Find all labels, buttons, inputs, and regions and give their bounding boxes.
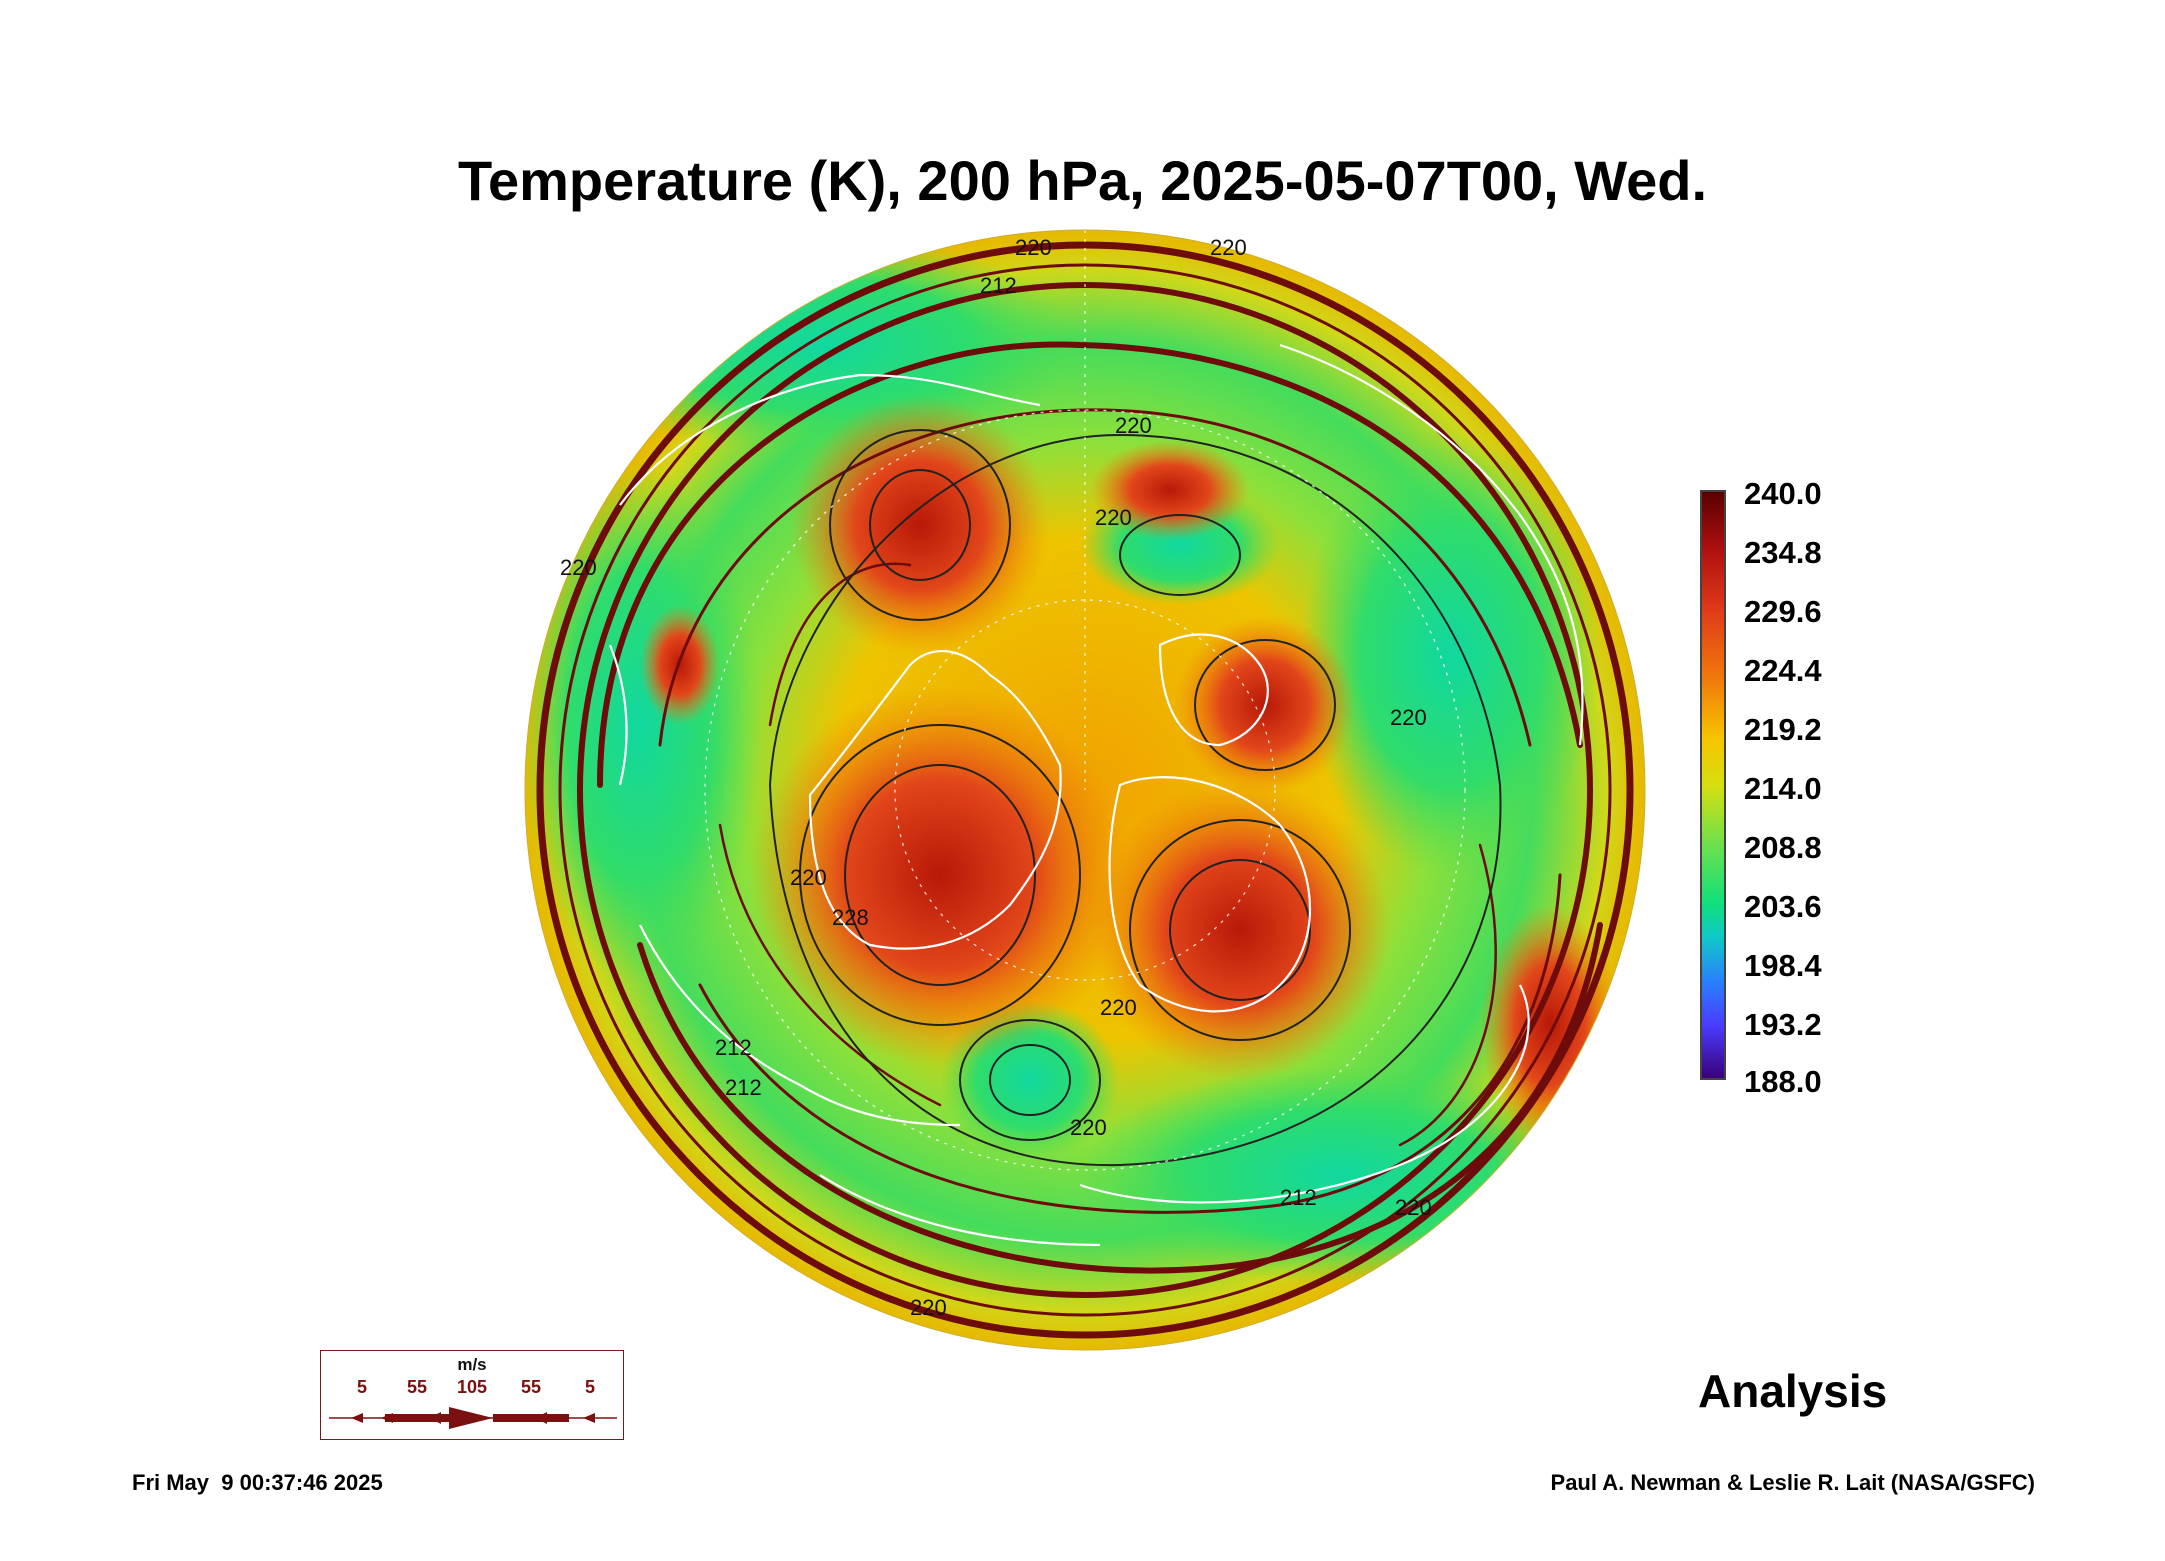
contour-label: 220 xyxy=(1095,505,1132,530)
contour-label: 212 xyxy=(715,1035,752,1060)
contour-label: 220 xyxy=(560,555,597,580)
contour-label: 212 xyxy=(1280,1185,1317,1210)
colorbar-label: 234.8 xyxy=(1744,535,1822,570)
timestamp: Fri May 9 00:37:46 2025 xyxy=(132,1470,383,1495)
coastlines xyxy=(608,343,1584,1247)
contour-label: 220 xyxy=(1210,235,1247,260)
wind-streamlines xyxy=(536,241,1634,1339)
contour-label: 212 xyxy=(725,1075,762,1100)
wind-speed-legend: m/s 5 55 105 55 5 xyxy=(320,1350,624,1440)
contour-label: 212 xyxy=(980,273,1017,298)
colorbar-label: 188.0 xyxy=(1744,1064,1822,1099)
wind-unit-label: m/s xyxy=(457,1355,487,1374)
wind-arrow-scale xyxy=(329,1407,617,1429)
colorbar-label: 229.6 xyxy=(1744,594,1822,629)
colorbar-label: 219.2 xyxy=(1744,712,1822,747)
credit-line: Paul A. Newman & Leslie R. Lait (NASA/GS… xyxy=(1550,1470,2035,1495)
wind-legend-value: 55 xyxy=(407,1377,428,1397)
polar-temperature-map: 220 212 220 220 212 220 228 220 220 220 … xyxy=(524,229,1646,1351)
contour-label: 220 xyxy=(910,1295,947,1320)
colorbar-label: 198.4 xyxy=(1744,948,1822,983)
contour-label: 220 xyxy=(1015,235,1052,260)
warm-region xyxy=(1090,780,1390,1080)
colorbar-label: 203.6 xyxy=(1744,889,1822,924)
contour-label: 220 xyxy=(1390,705,1427,730)
wind-legend-value: 5 xyxy=(357,1377,368,1397)
contour-label: 220 xyxy=(790,865,827,890)
warm-region xyxy=(640,605,720,725)
contour-label: 220 xyxy=(1115,413,1152,438)
cold-region xyxy=(525,465,760,985)
colorbar-label: 193.2 xyxy=(1744,1007,1822,1042)
contour-label: 228 xyxy=(832,905,869,930)
contour-label: 220 xyxy=(1395,1195,1432,1220)
wind-legend-value: 55 xyxy=(521,1377,542,1397)
wind-legend-value: 105 xyxy=(457,1377,488,1397)
colorbar-label: 240.0 xyxy=(1744,476,1822,511)
colorbar xyxy=(1700,490,1726,1080)
colorbar-label: 224.4 xyxy=(1744,653,1822,688)
lat-lon-grid xyxy=(704,230,1466,1171)
warm-region xyxy=(750,685,1130,1065)
contour-label: 220 xyxy=(1070,1115,1107,1140)
wind-legend-value: 5 xyxy=(585,1377,596,1397)
colorbar-label: 208.8 xyxy=(1744,830,1822,865)
mode-label: Analysis xyxy=(1698,1365,1888,1417)
warm-region xyxy=(1090,440,1250,540)
chart-title: Temperature (K), 200 hPa, 2025-05-07T00,… xyxy=(457,149,1708,212)
colorbar-label: 214.0 xyxy=(1744,771,1822,806)
contour-label: 220 xyxy=(1100,995,1137,1020)
temperature-contours xyxy=(768,429,1502,1167)
